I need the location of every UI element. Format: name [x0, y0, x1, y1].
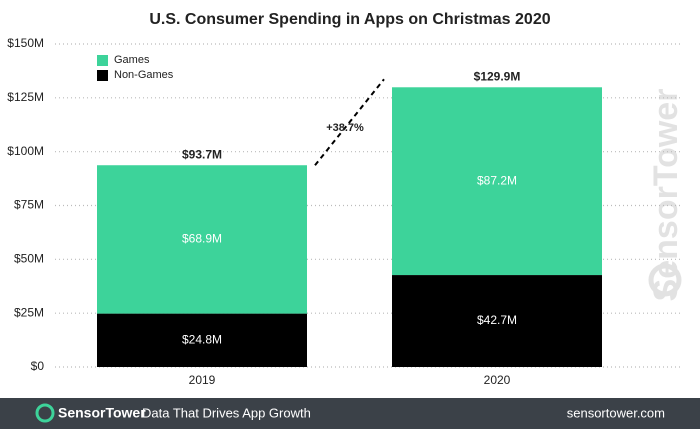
value-label: $42.7M: [477, 313, 517, 327]
footer-url: sensortower.com: [567, 405, 665, 420]
legend-swatch: [97, 70, 108, 81]
x-tick-label: 2019: [189, 373, 216, 387]
y-tick-label: $50M: [14, 252, 44, 266]
value-label: $87.2M: [477, 173, 517, 187]
total-label: $93.7M: [182, 147, 222, 161]
bar-segment: [97, 165, 307, 314]
y-tick-label: $75M: [14, 198, 44, 212]
chart-title: U.S. Consumer Spending in Apps on Christ…: [149, 11, 550, 28]
growth-line: [314, 78, 385, 166]
y-tick-label: $100M: [7, 144, 44, 158]
bar-segment: [97, 313, 307, 367]
y-tick-label: $0: [31, 359, 45, 373]
footer-tagline: Data That Drives App Growth: [142, 405, 311, 420]
value-label: $68.9M: [182, 232, 222, 246]
footer-bar: [0, 398, 700, 429]
legend-swatch: [97, 55, 108, 66]
value-label: $24.8M: [182, 332, 222, 346]
annotation: +38.7%: [326, 122, 364, 134]
bar-segment: [392, 275, 602, 367]
y-tick-label: $125M: [7, 90, 44, 104]
y-tick-label: $150M: [7, 36, 44, 50]
legend-label: Games: [114, 54, 150, 66]
footer-brand: SensorTower: [58, 405, 146, 421]
y-tick-label: $25M: [14, 305, 44, 319]
bar-segment: [392, 87, 602, 276]
watermark-logo: [648, 263, 682, 297]
footer-logo: [35, 403, 55, 423]
x-tick-label: 2020: [484, 373, 511, 387]
total-label: $129.9M: [474, 69, 521, 83]
legend-label: Non-Games: [114, 69, 174, 81]
